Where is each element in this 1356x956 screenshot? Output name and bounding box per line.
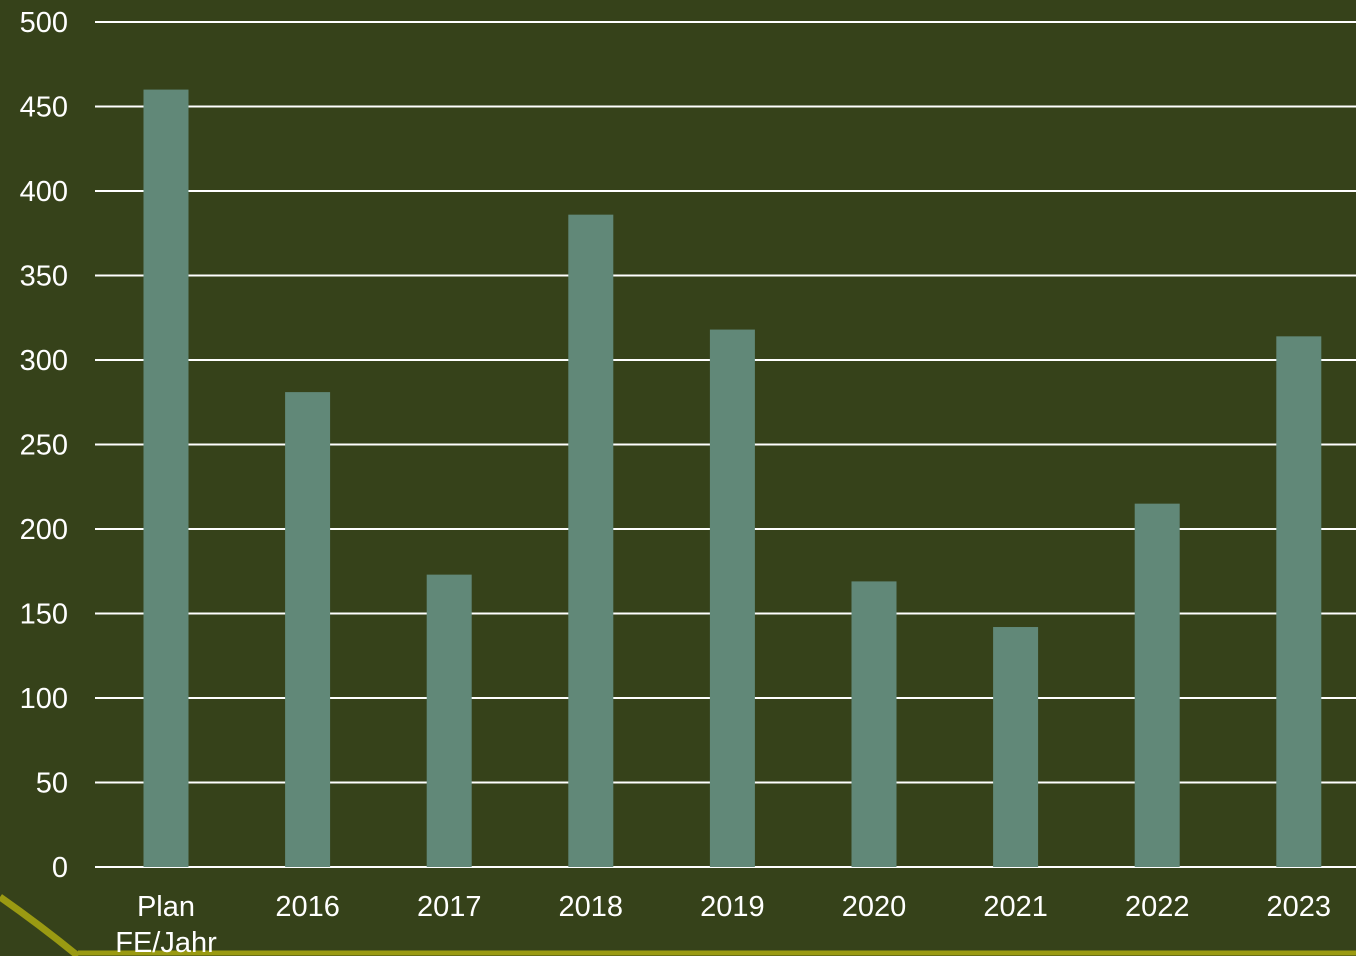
y-tick-label: 500 <box>20 7 68 39</box>
bar <box>993 627 1039 867</box>
y-tick-label: 50 <box>36 768 68 800</box>
y-tick-label: 450 <box>20 92 68 124</box>
y-tick-label: 0 <box>52 852 68 884</box>
x-tick-label: 2018 <box>559 891 624 923</box>
x-tick-label: Plan FE/Jahr <box>115 891 217 956</box>
y-axis-tick-labels: 0 50 100 150 200 250 300 350 400 450 500 <box>20 7 68 884</box>
x-tick-label: 2022 <box>1125 891 1190 923</box>
x-tick-label: 2021 <box>983 891 1048 923</box>
x-tick-label: 2019 <box>700 891 765 923</box>
x-axis-tick-labels: Plan FE/Jahr 2016 2017 2018 2019 2020 2021 2022 2… <box>115 891 1331 956</box>
x-tick-label: 2016 <box>275 891 340 923</box>
x-tick-label: 2017 <box>417 891 482 923</box>
bar <box>709 329 755 868</box>
y-tick-label: 400 <box>20 176 68 208</box>
bar <box>426 574 472 867</box>
bar <box>1134 503 1180 867</box>
decorative-corner-curve <box>0 894 81 956</box>
y-tick-label: 150 <box>20 599 68 631</box>
y-tick-label: 350 <box>20 261 68 293</box>
bars <box>143 89 1322 868</box>
x-tick-label: 2023 <box>1267 891 1332 923</box>
y-tick-label: 300 <box>20 345 68 377</box>
bar <box>285 392 331 867</box>
x-tick-label: 2020 <box>842 891 907 923</box>
bar <box>568 214 614 867</box>
y-tick-label: 100 <box>20 683 68 715</box>
bar <box>143 89 189 868</box>
bar <box>1276 336 1322 868</box>
y-tick-label: 250 <box>20 430 68 462</box>
y-tick-label: 200 <box>20 514 68 546</box>
bar <box>851 581 897 867</box>
